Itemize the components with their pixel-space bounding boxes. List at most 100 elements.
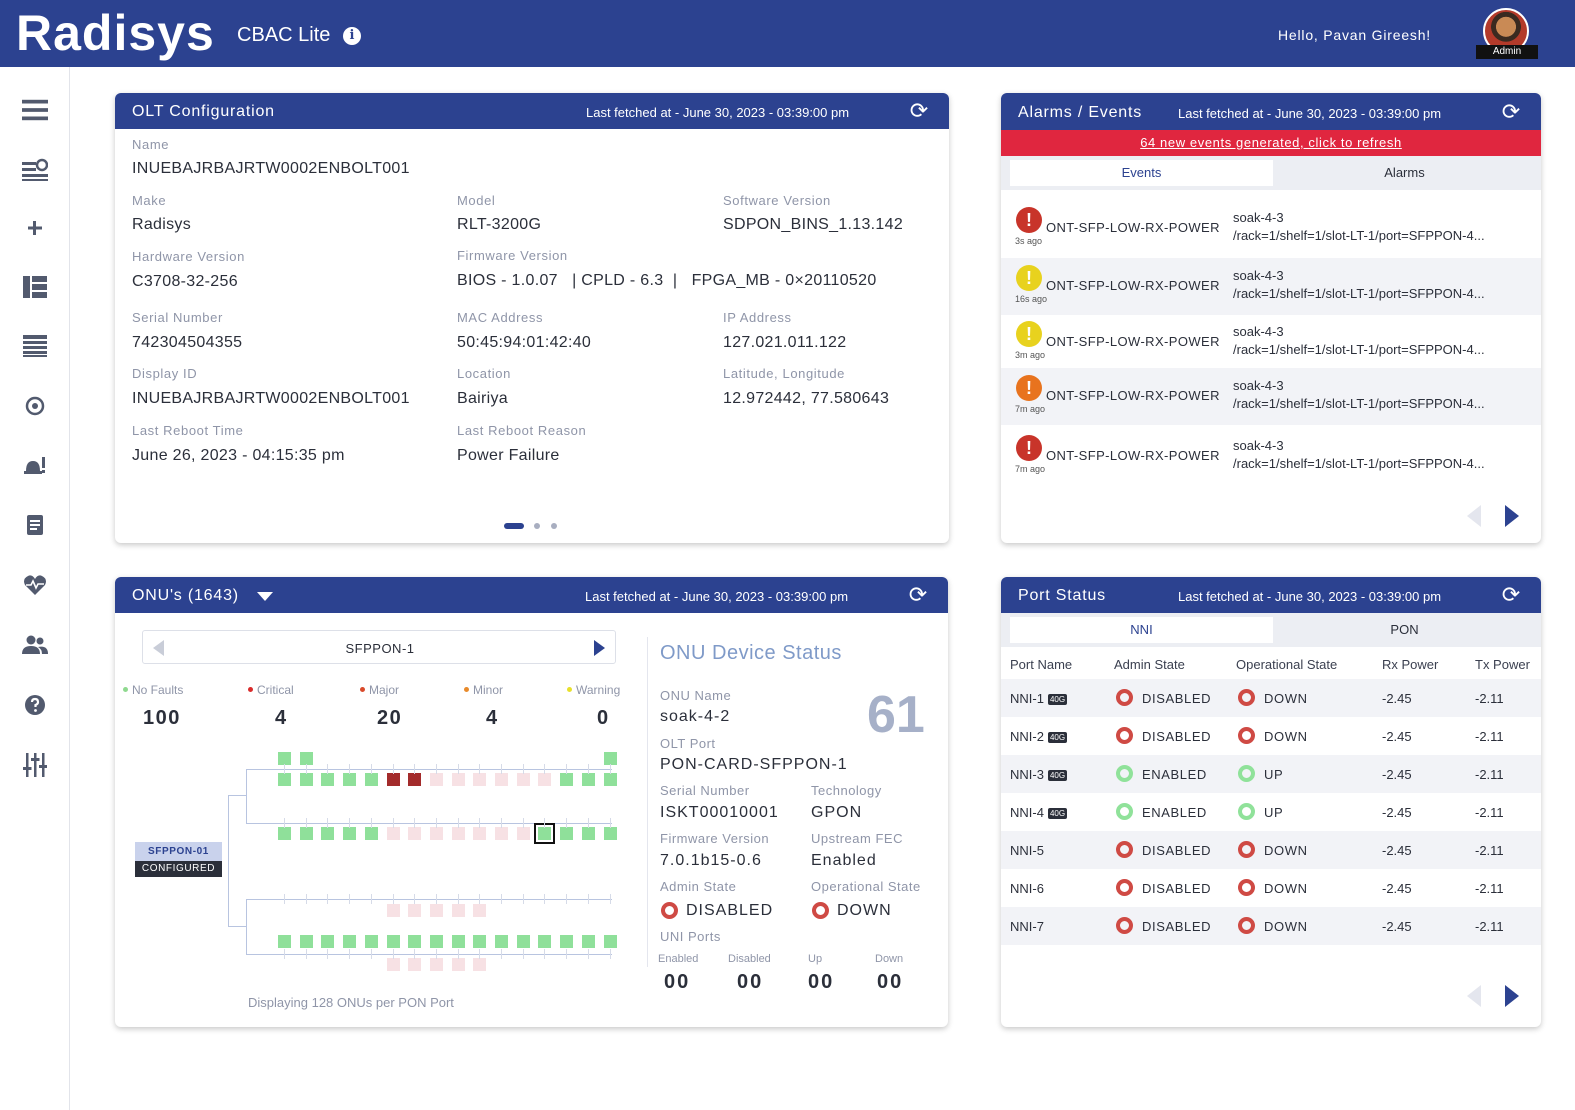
onu-square[interactable]: [429, 904, 443, 917]
users-icon[interactable]: [22, 632, 48, 658]
onu-square[interactable]: [516, 935, 530, 948]
tab-alarms[interactable]: Alarms: [1384, 165, 1425, 180]
onu-square[interactable]: [321, 827, 335, 840]
tab-events[interactable]: Events: [1010, 160, 1273, 186]
onu-square[interactable]: [408, 827, 422, 840]
onu-square[interactable]: [299, 773, 313, 786]
chevron-down-icon[interactable]: [257, 592, 273, 601]
onu-square[interactable]: [603, 773, 617, 786]
onu-square[interactable]: [343, 935, 357, 948]
onu-square[interactable]: [343, 827, 357, 840]
prev-page-icon[interactable]: [1467, 985, 1481, 1007]
onu-square[interactable]: [451, 958, 465, 971]
onu-square[interactable]: [473, 827, 487, 840]
onu-square[interactable]: [495, 827, 508, 840]
network-icon[interactable]: [22, 393, 48, 419]
tab-pon[interactable]: PON: [1390, 622, 1419, 637]
table-row[interactable]: NNI-5 DISABLED DOWN -2.45 -2.11: [1001, 831, 1541, 869]
menu-icon[interactable]: [22, 97, 48, 123]
onu-square[interactable]: [429, 958, 443, 971]
onu-square[interactable]: [429, 935, 443, 948]
card-title[interactable]: ONU's (1643): [132, 587, 239, 604]
onu-square[interactable]: [299, 827, 313, 840]
onu-square[interactable]: [299, 752, 313, 765]
alarm-icon[interactable]: [22, 452, 48, 478]
onu-square[interactable]: [451, 904, 465, 917]
plus-icon[interactable]: [22, 215, 48, 241]
onu-square[interactable]: [538, 935, 552, 948]
onu-square[interactable]: [343, 773, 357, 786]
carousel-dot[interactable]: [551, 523, 557, 529]
tab-nni[interactable]: NNI: [1010, 617, 1273, 643]
onu-square[interactable]: [516, 827, 530, 840]
event-row[interactable]: ! 7m ago ONT-SFP-LOW-RX-POWER soak-4-3/rack…: [1001, 428, 1541, 485]
onu-square[interactable]: [278, 827, 291, 840]
onu-square[interactable]: [560, 935, 574, 948]
onu-square[interactable]: [278, 773, 291, 786]
onu-square[interactable]: [516, 773, 530, 786]
onu-square[interactable]: [473, 773, 487, 786]
carousel-dot-active[interactable]: [504, 523, 524, 529]
onu-square[interactable]: [278, 935, 291, 948]
pon-tag[interactable]: SFPPON-01 CONFIGURED: [135, 842, 222, 877]
refresh-icon[interactable]: ⟳: [909, 98, 929, 123]
onu-square[interactable]: [278, 752, 291, 765]
onu-square[interactable]: [364, 773, 378, 786]
next-port-icon[interactable]: [594, 640, 605, 656]
onu-square[interactable]: [560, 827, 574, 840]
onu-square[interactable]: [386, 904, 400, 917]
prev-port-icon[interactable]: [153, 640, 164, 656]
table-row[interactable]: NNI-6 DISABLED DOWN -2.45 -2.11: [1001, 869, 1541, 907]
onu-square[interactable]: [473, 904, 487, 917]
next-page-icon[interactable]: [1505, 505, 1519, 527]
onu-square[interactable]: [386, 935, 400, 948]
onu-square[interactable]: [408, 958, 422, 971]
onu-square[interactable]: [603, 827, 617, 840]
onu-square[interactable]: [451, 773, 465, 786]
dashboard-icon[interactable]: [22, 274, 48, 300]
event-row[interactable]: ! 7m ago ONT-SFP-LOW-RX-POWER soak-4-3/rack…: [1001, 368, 1541, 425]
onu-square[interactable]: [429, 827, 443, 840]
onu-square[interactable]: [408, 935, 422, 948]
onu-square[interactable]: [451, 935, 465, 948]
onu-square[interactable]: [364, 935, 378, 948]
refresh-icon[interactable]: ⟳: [908, 582, 928, 607]
refresh-icon[interactable]: ⟳: [1501, 99, 1521, 124]
onu-square[interactable]: [299, 935, 313, 948]
table-row[interactable]: NNI-7 DISABLED DOWN -2.45 -2.11: [1001, 907, 1541, 945]
table-row[interactable]: NNI-2 40G DISABLED DOWN -2.45 -2.11: [1001, 717, 1541, 755]
event-row[interactable]: ! 3m ago ONT-SFP-LOW-RX-POWER soak-4-3/rack…: [1001, 314, 1541, 371]
help-icon[interactable]: [22, 692, 48, 718]
onu-square[interactable]: [581, 935, 595, 948]
carousel-dot[interactable]: [534, 523, 540, 529]
onu-square[interactable]: [321, 935, 335, 948]
onu-square[interactable]: [451, 827, 465, 840]
table-row[interactable]: NNI-3 40G ENABLED UP -2.45 -2.11: [1001, 755, 1541, 793]
onu-square[interactable]: [495, 935, 508, 948]
table-icon[interactable]: [22, 333, 48, 359]
onu-square[interactable]: [603, 752, 617, 765]
health-icon[interactable]: [22, 572, 48, 598]
next-page-icon[interactable]: [1505, 985, 1519, 1007]
onu-square[interactable]: [603, 935, 617, 948]
list-settings-icon[interactable]: [22, 157, 48, 183]
onu-square[interactable]: [560, 773, 574, 786]
event-row[interactable]: ! 3s ago ONT-SFP-LOW-RX-POWER soak-4-3/rack…: [1001, 200, 1541, 257]
prev-page-icon[interactable]: [1467, 505, 1481, 527]
event-row[interactable]: ! 16s ago ONT-SFP-LOW-RX-POWER soak-4-3/rac…: [1001, 258, 1541, 315]
onu-square[interactable]: [408, 904, 422, 917]
onu-square[interactable]: [321, 773, 335, 786]
sliders-icon[interactable]: [22, 752, 48, 778]
onu-square[interactable]: [408, 773, 422, 786]
onu-square[interactable]: [581, 827, 595, 840]
onu-square[interactable]: [386, 773, 400, 786]
onu-square[interactable]: [473, 935, 487, 948]
onu-square[interactable]: [538, 773, 552, 786]
onu-square[interactable]: [386, 958, 400, 971]
onu-square[interactable]: [538, 827, 552, 840]
onu-square[interactable]: [429, 773, 443, 786]
refresh-icon[interactable]: ⟳: [1501, 582, 1521, 607]
onu-square[interactable]: [364, 827, 378, 840]
onu-square[interactable]: [495, 773, 508, 786]
table-row[interactable]: NNI-4 40G ENABLED UP -2.45 -2.11: [1001, 793, 1541, 831]
